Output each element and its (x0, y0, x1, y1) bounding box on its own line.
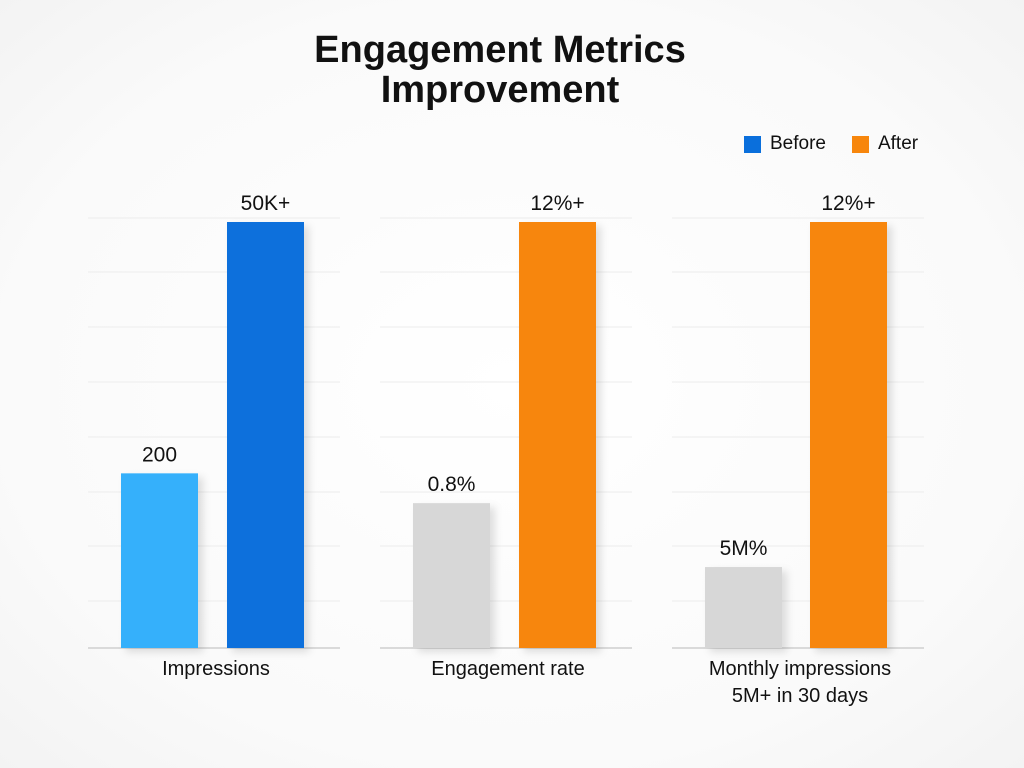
chart-title: Engagement Metrics Improvement (0, 30, 1000, 110)
category-label-3-line-2: 5M+ in 30 days (732, 685, 868, 707)
panel-3: 5M% 12%+ Monthly impressions 5M+ in 30 days (672, 192, 924, 707)
legend-item-before: Before (744, 133, 826, 155)
legend-swatch-after (851, 135, 869, 153)
bar-before-1 (121, 473, 198, 648)
category-label-2: Engagement rate (431, 658, 584, 680)
chart-title-line-2: Improvement (380, 69, 620, 111)
chart-title-line-1: Engagement Metrics (314, 29, 686, 71)
bar-after-3 (810, 222, 887, 648)
legend-label-after: After (877, 133, 919, 154)
legend-label-before: Before (770, 133, 826, 154)
data-label-after-2: 12%+ (530, 192, 584, 215)
panel-1: 200 50K+ Impressions (88, 192, 340, 680)
legend-item-after: After (851, 133, 919, 155)
category-label-1: Impressions (162, 658, 270, 680)
panel-2: 0.8% 12%+ Engagement rate (380, 192, 632, 680)
bar-before-3 (705, 567, 782, 648)
data-label-after-1: 50K+ (241, 192, 291, 215)
data-label-before-2: 0.8% (428, 473, 476, 496)
legend: Before After (744, 133, 918, 155)
data-label-after-3: 12%+ (821, 192, 875, 215)
bar-before-2 (413, 503, 490, 648)
bar-after-1 (227, 222, 304, 648)
legend-swatch-before (744, 135, 761, 153)
data-label-before-1: 200 (142, 443, 177, 466)
data-label-before-3: 5M% (720, 537, 768, 560)
bar-after-2 (519, 222, 596, 648)
category-label-3: Monthly impressions (709, 658, 891, 680)
